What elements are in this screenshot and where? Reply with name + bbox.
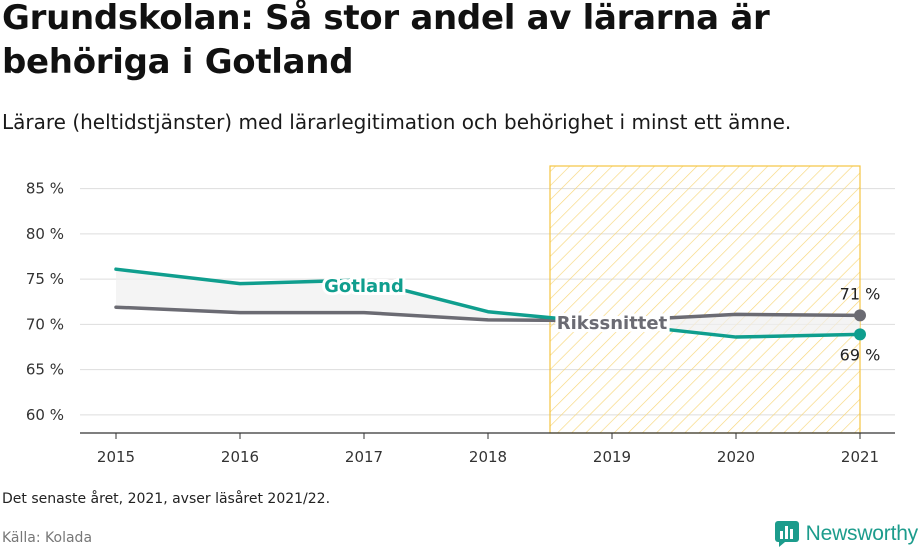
newsworthy-logo-icon xyxy=(774,521,799,547)
x-tick-label: 2021 xyxy=(841,448,879,466)
footnote: Det senaste året, 2021, avser läsåret 20… xyxy=(2,491,331,507)
end-marker-gotland xyxy=(854,328,866,341)
x-tick-label: 2019 xyxy=(593,448,631,466)
x-tick-label: 2017 xyxy=(345,448,383,466)
y-tick-label: 65 % xyxy=(26,361,64,379)
x-tick-label: 2020 xyxy=(717,448,755,466)
x-tick-label: 2018 xyxy=(469,448,507,466)
chart-subtitle: Lärare (heltidstjänster) med lärarlegiti… xyxy=(2,110,792,134)
end-label-gotland: 69 % xyxy=(840,345,881,364)
brand-name: Newsworthy xyxy=(805,522,919,545)
series-labels: Gotland Rikssnittet 71 % 69 % xyxy=(321,273,881,364)
gap-fill xyxy=(116,269,860,338)
x-axis: 2015 2016 2017 2018 2019 2020 2021 xyxy=(80,432,895,466)
series-label-riket: Rikssnittet xyxy=(557,313,668,334)
series-lines xyxy=(114,267,866,341)
line-chart: 60 %65 %70 %75 %80 %85 % 2015 2016 2017 201… xyxy=(26,165,895,466)
chart-title: Grundskolan: Så stor andel av lärarna är… xyxy=(2,0,770,82)
highlight-rect xyxy=(549,165,861,434)
y-tick-label: 60 % xyxy=(26,406,64,424)
highlight-region xyxy=(549,165,861,434)
end-label-riket: 71 % xyxy=(840,284,881,303)
gap-band xyxy=(116,269,860,338)
end-marker-riket xyxy=(854,309,866,322)
x-tick-label: 2016 xyxy=(221,448,259,466)
y-tick-label: 70 % xyxy=(26,315,64,333)
y-tick-label: 75 % xyxy=(26,270,64,288)
y-tick-label: 85 % xyxy=(26,180,64,198)
y-tick-label: 80 % xyxy=(26,225,64,243)
source-credit: Källa: Kolada xyxy=(2,530,93,546)
x-tick-label: 2015 xyxy=(97,448,135,466)
brand-logo: Newsworthy xyxy=(774,519,918,549)
series-label-gotland: Gotland xyxy=(324,276,404,297)
